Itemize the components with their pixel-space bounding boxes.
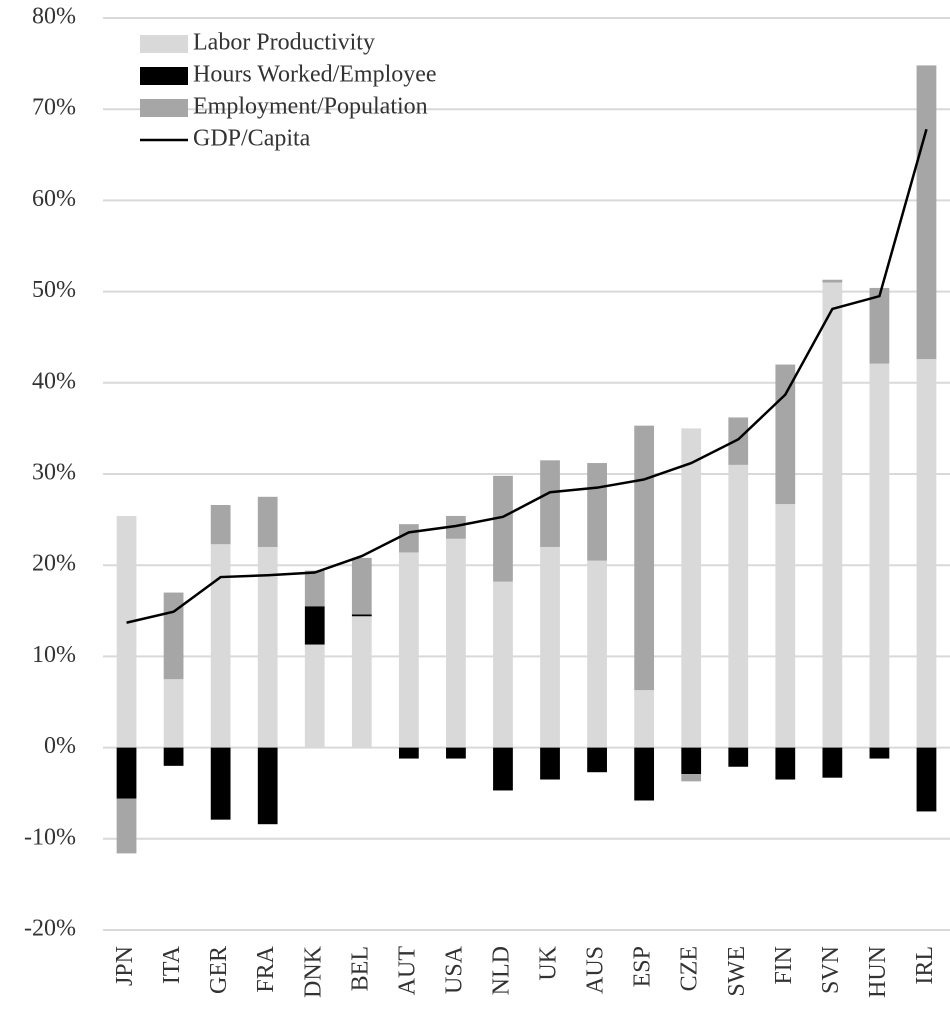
bar: [257, 496, 278, 547]
y-tick-label: 60%: [32, 186, 76, 212]
bar: [493, 581, 513, 748]
bar: [822, 282, 843, 748]
legend-label: GDP/Capita: [193, 126, 311, 152]
y-tick-label: 20%: [32, 551, 76, 577]
bar: [351, 616, 372, 748]
bar: [587, 463, 607, 561]
bar: [728, 747, 749, 767]
x-tick-label: SWE: [724, 946, 750, 997]
bar: [634, 690, 655, 748]
bar: [775, 504, 796, 748]
x-tick-label: BEL: [347, 946, 373, 991]
y-tick-label: 70%: [32, 95, 76, 121]
y-tick-label: 30%: [32, 460, 76, 486]
x-tick-label: JPN: [112, 946, 138, 986]
bar: [304, 570, 325, 607]
y-tick-label: 0%: [44, 733, 76, 759]
bar: [446, 747, 466, 759]
x-tick-label: DNK: [300, 945, 326, 998]
x-tick-label: CZE: [677, 946, 703, 991]
line: [126, 128, 928, 624]
x-tick-label: UK: [536, 945, 562, 980]
bar: [587, 747, 607, 773]
bar: [304, 606, 325, 645]
bar: [728, 464, 749, 748]
bar: [304, 644, 325, 748]
bar: [775, 364, 796, 505]
y-tick-label: 80%: [32, 4, 76, 30]
bar: [869, 363, 890, 748]
y-tick-label: 40%: [32, 368, 76, 394]
bar: [210, 544, 231, 748]
x-tick-label: FIN: [771, 946, 797, 985]
bar: [540, 747, 560, 780]
bar: [116, 798, 137, 854]
legend-swatch: [140, 99, 188, 117]
bar: [916, 747, 937, 812]
bar: [163, 747, 184, 766]
bar: [493, 747, 513, 791]
x-tick-label: FRA: [253, 945, 279, 992]
bar: [822, 747, 843, 778]
bar: [163, 679, 184, 748]
bar: [446, 515, 466, 539]
bar: [775, 747, 796, 780]
bar: [916, 359, 937, 748]
bar: [681, 774, 702, 782]
y-tick-label: 50%: [32, 277, 76, 303]
bar: [398, 524, 419, 553]
x-tick-label: AUS: [583, 946, 609, 994]
bar: [398, 747, 419, 759]
bar: [681, 428, 702, 748]
x-tick-label: IRL: [912, 946, 938, 985]
bar: [257, 747, 278, 825]
bar: [446, 538, 466, 748]
bar: [163, 592, 184, 680]
bar: [210, 505, 231, 545]
x-tick-label: GER: [206, 946, 232, 994]
bar: [634, 425, 655, 691]
bar: [822, 279, 843, 283]
legend-swatch: [140, 67, 188, 85]
bar: [634, 747, 655, 801]
bar: [681, 747, 702, 775]
legend-label: Hours Worked/Employee: [193, 62, 437, 88]
legend-swatch: [140, 35, 188, 53]
bar: [351, 557, 372, 615]
bar: [257, 546, 278, 748]
x-tick-label: USA: [441, 945, 467, 994]
y-tick-label: 10%: [32, 642, 76, 668]
bar: [587, 560, 607, 748]
bar: [869, 287, 890, 364]
bar: [869, 747, 890, 759]
bar: [398, 552, 419, 748]
x-tick-label: HUN: [865, 946, 891, 998]
bar: [540, 460, 560, 547]
bar: [351, 614, 372, 617]
y-tick-label: -10%: [24, 824, 76, 850]
bar: [916, 65, 937, 360]
bar: [728, 417, 749, 465]
bar: [493, 475, 513, 582]
legend-label: Employment/Population: [193, 94, 428, 120]
x-tick-label: AUT: [394, 946, 420, 996]
x-tick-label: ITA: [159, 945, 185, 984]
x-tick-label: NLD: [488, 946, 514, 995]
legend-label: Labor Productivity: [193, 30, 375, 56]
y-tick-label: -20%: [24, 916, 76, 942]
bar: [210, 747, 231, 820]
bar: [116, 515, 137, 748]
bar: [540, 546, 560, 748]
x-tick-label: SVN: [818, 946, 844, 994]
x-tick-label: ESP: [630, 946, 656, 987]
bar: [116, 747, 137, 799]
